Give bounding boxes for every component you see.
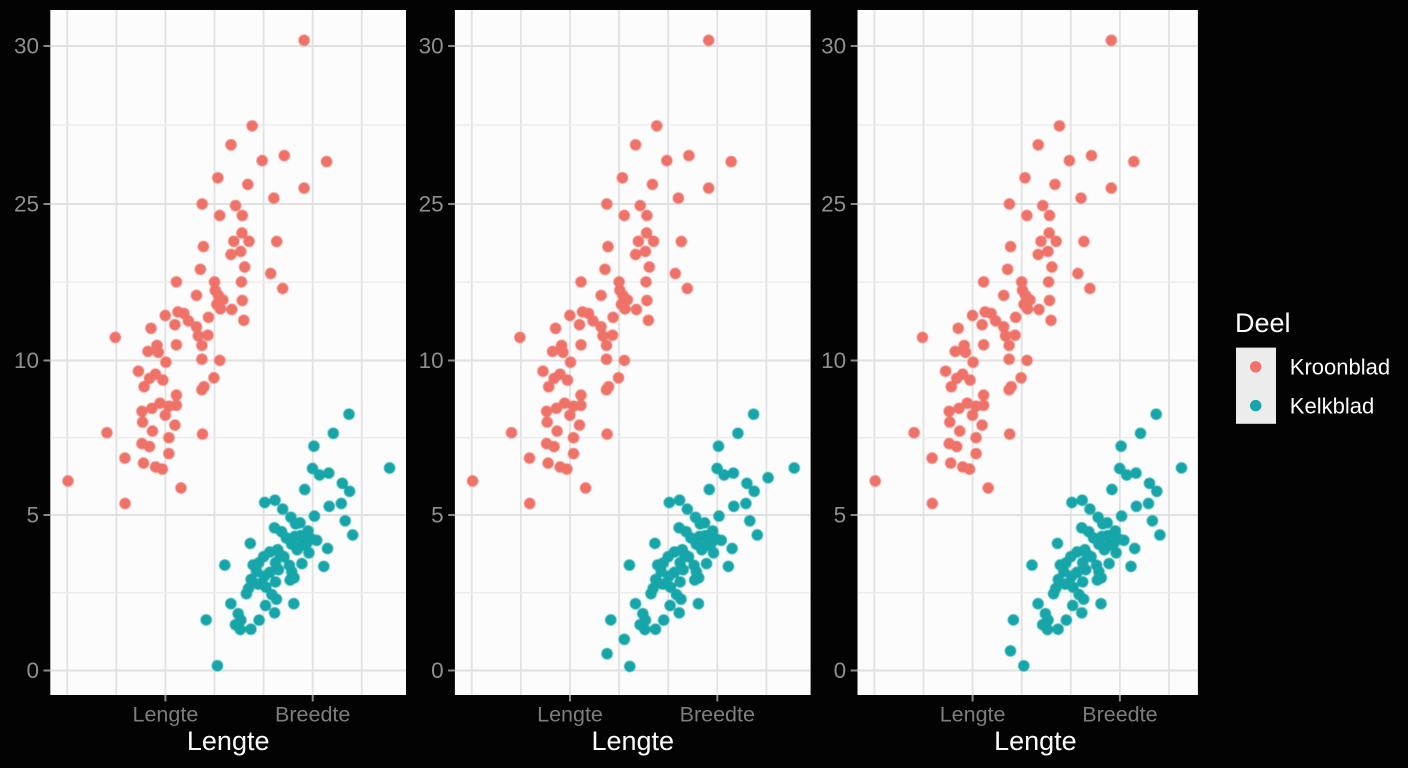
svg-text:Kelkblad: Kelkblad	[1290, 393, 1374, 418]
svg-text:Deel: Deel	[1235, 308, 1291, 338]
svg-text:Kroonblad: Kroonblad	[1290, 355, 1390, 380]
